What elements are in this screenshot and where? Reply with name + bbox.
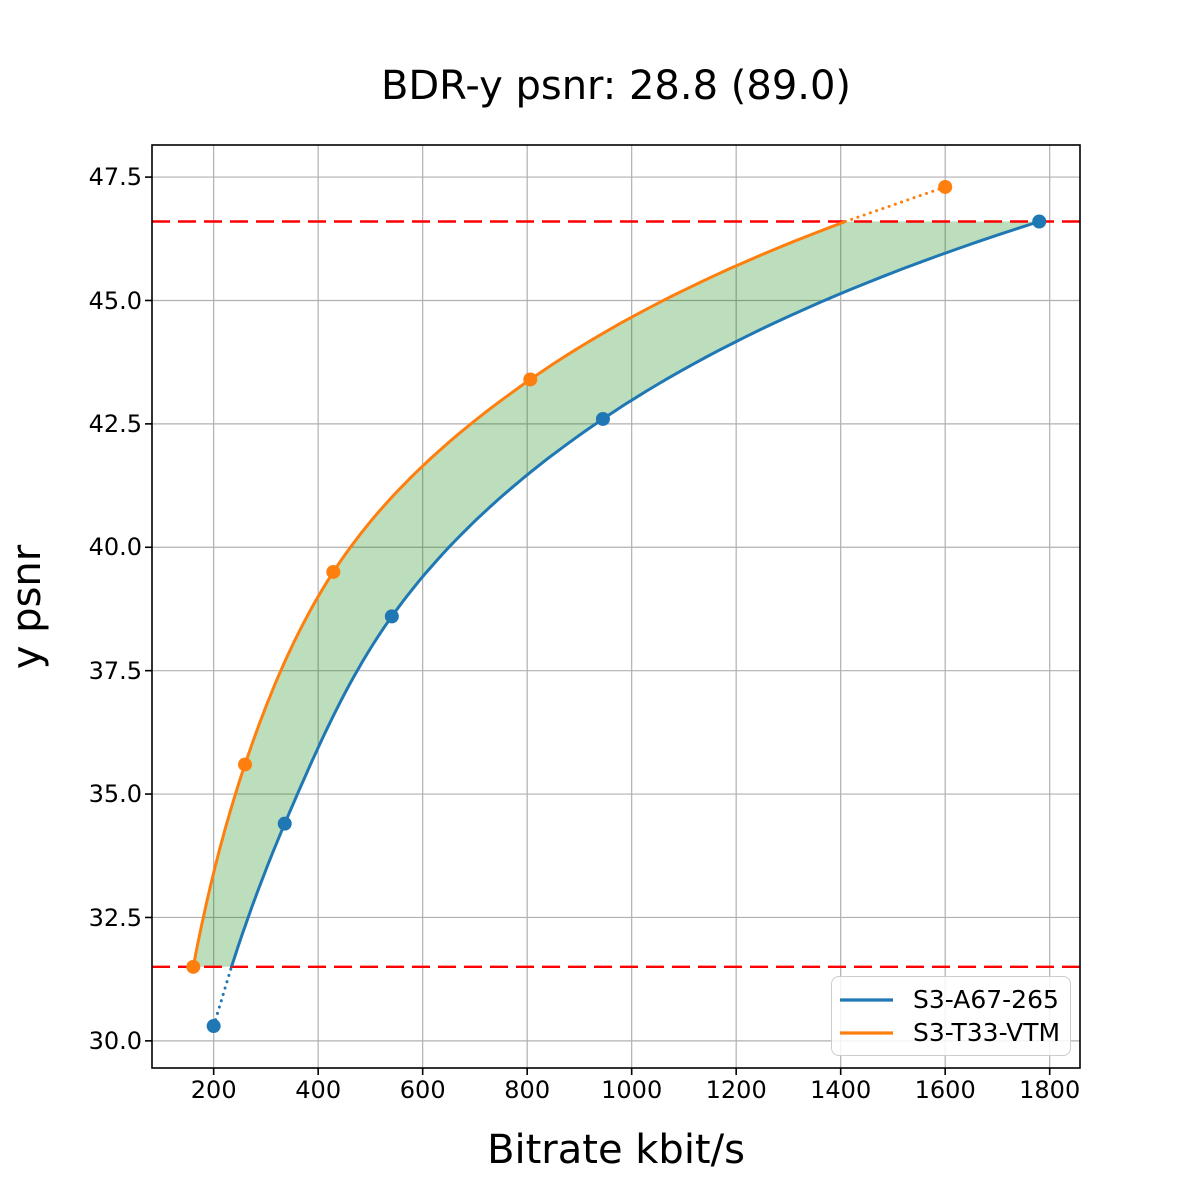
x-tick-label: 1200	[705, 1076, 767, 1104]
legend-label: S3-A67-265	[913, 985, 1059, 1014]
data-point	[595, 411, 610, 426]
legend-line-swatch	[840, 1030, 893, 1035]
legend-label: S3-T33-VTM	[913, 1018, 1061, 1047]
series-dotted-extension	[212, 965, 233, 1028]
legend-item: S3-T33-VTM	[839, 1018, 1061, 1047]
x-tick-label: 200	[190, 1076, 237, 1104]
series-line	[230, 220, 1040, 968]
bd-overlap-fill	[193, 221, 1040, 967]
y-tick-label: 47.5	[88, 163, 142, 192]
y-tick-label: 37.5	[88, 656, 142, 685]
x-tick-label: 1800	[1019, 1076, 1081, 1104]
data-point	[326, 564, 341, 579]
y-tick-label: 45.0	[88, 286, 142, 315]
y-tick-label: 40.0	[88, 533, 142, 562]
chart-title: BDR-y psnr: 28.8 (89.0)	[380, 63, 852, 109]
data-point	[238, 757, 253, 772]
data-point	[938, 179, 953, 194]
data-point	[523, 372, 538, 387]
data-point	[1032, 214, 1047, 229]
series-dotted-extension	[843, 185, 947, 224]
data-point	[186, 959, 201, 974]
series-line	[191, 220, 846, 968]
x-tick-label: 1600	[914, 1076, 976, 1104]
data-point	[206, 1019, 221, 1034]
x-tick-label: 1000	[601, 1076, 663, 1104]
y-axis-label: y psnr	[4, 544, 50, 670]
legend: S3-A67-265 S3-T33-VTM	[831, 976, 1071, 1056]
data-point	[384, 609, 399, 624]
legend-item: S3-A67-265	[839, 985, 1059, 1014]
axes-frame	[151, 144, 1081, 1069]
x-tick-label: 800	[504, 1076, 551, 1104]
x-tick-label: 1400	[810, 1076, 872, 1104]
data-point	[277, 816, 292, 831]
x-tick-label: 400	[295, 1076, 342, 1104]
legend-line-swatch	[840, 997, 893, 1002]
y-tick-label: 35.0	[88, 780, 142, 809]
x-axis-label: Bitrate kbit/s	[487, 1127, 745, 1173]
x-tick-label: 600	[399, 1076, 446, 1104]
y-tick-label: 42.5	[88, 409, 142, 438]
y-tick-label: 32.5	[88, 903, 142, 932]
y-tick-label: 30.0	[88, 1026, 142, 1055]
